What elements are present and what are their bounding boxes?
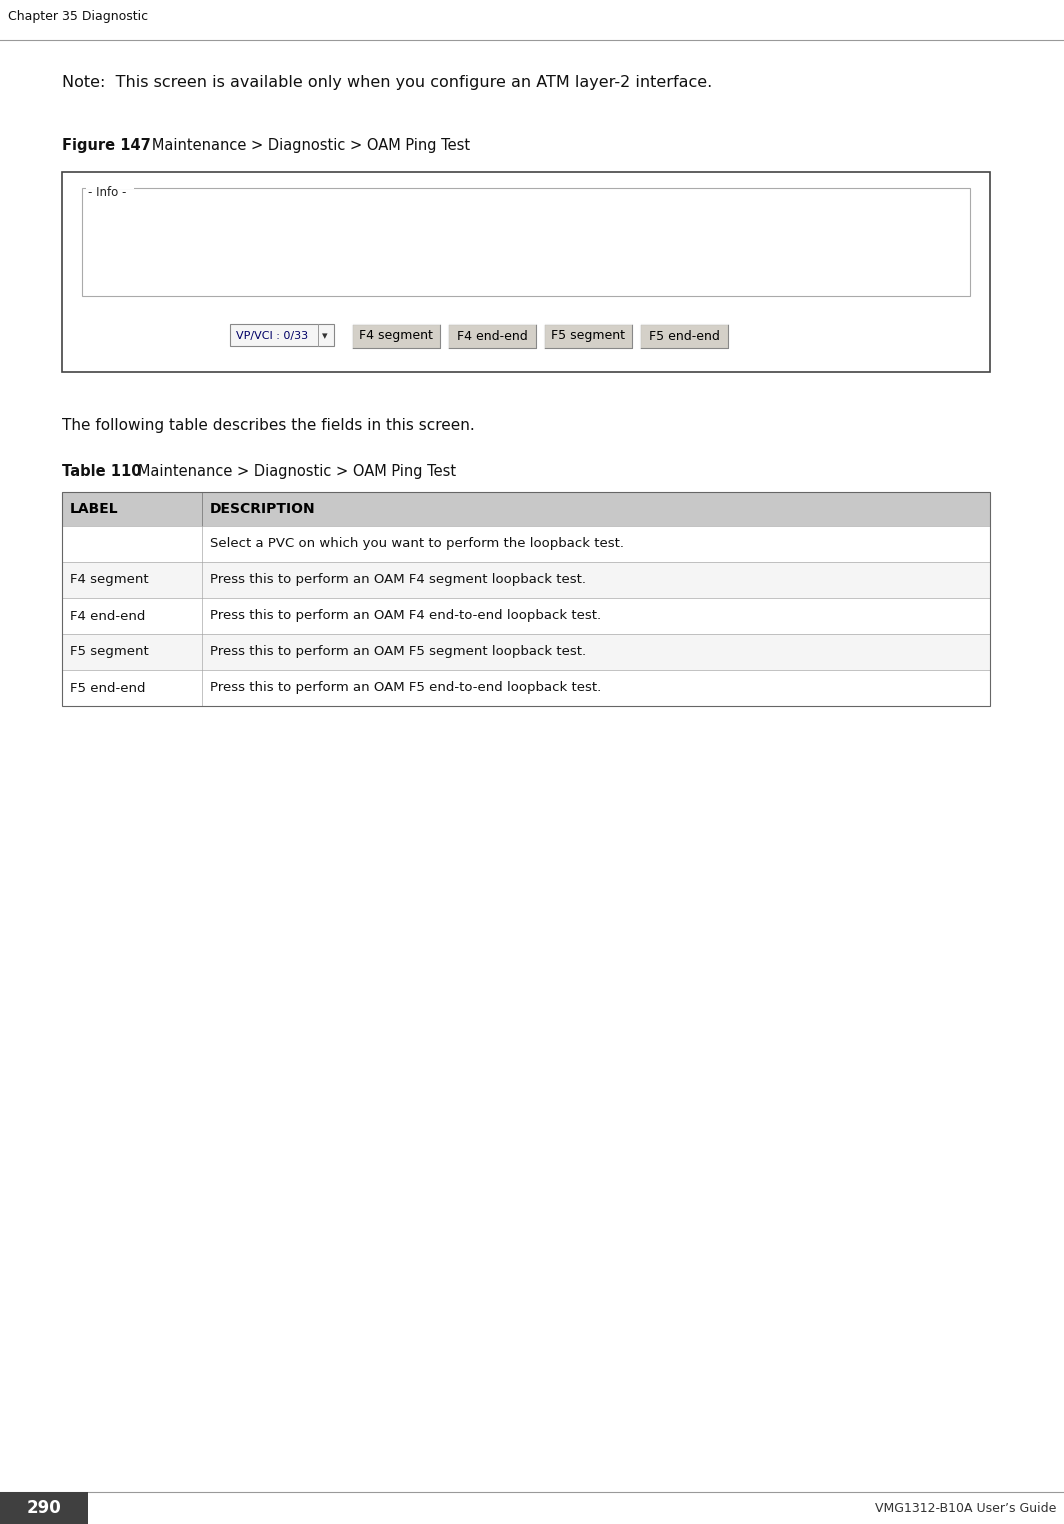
Text: Press this to perform an OAM F4 end-to-end loopback test.: Press this to perform an OAM F4 end-to-e… — [210, 610, 601, 622]
Text: Press this to perform an OAM F5 segment loopback test.: Press this to perform an OAM F5 segment … — [210, 646, 586, 658]
Text: ▾: ▾ — [322, 331, 328, 341]
Bar — [230, 325, 334, 346]
Bar — [641, 325, 729, 349]
Text: Table 110: Table 110 — [62, 463, 142, 479]
Text: 290: 290 — [27, 1500, 62, 1516]
Text: F4 end-end: F4 end-end — [456, 329, 528, 343]
Text: F5 end-end: F5 end-end — [70, 681, 146, 695]
Text: F4 segment: F4 segment — [359, 329, 433, 343]
Text: F5 end-end: F5 end-end — [649, 329, 719, 343]
Text: Figure 147: Figure 147 — [62, 139, 151, 152]
Text: Press this to perform an OAM F4 segment loopback test.: Press this to perform an OAM F4 segment … — [210, 573, 586, 587]
Bar — [62, 492, 990, 706]
Bar — [448, 325, 536, 347]
Text: VMG1312-B10A User’s Guide: VMG1312-B10A User’s Guide — [875, 1501, 1055, 1515]
Bar — [82, 187, 970, 296]
Text: VP/VCI : 0/33: VP/VCI : 0/33 — [236, 331, 309, 341]
Bar — [641, 325, 728, 347]
Bar — [353, 325, 440, 349]
Bar — [86, 175, 134, 189]
Text: F5 segment: F5 segment — [551, 329, 625, 343]
Bar — [449, 325, 537, 349]
Text: The following table describes the fields in this screen.: The following table describes the fields… — [62, 418, 475, 433]
Text: Maintenance > Diagnostic > OAM Ping Test: Maintenance > Diagnostic > OAM Ping Test — [138, 139, 470, 152]
Text: LABEL: LABEL — [70, 501, 118, 517]
Text: F5 segment: F5 segment — [70, 646, 149, 658]
Bar — [62, 597, 990, 634]
Bar — [545, 325, 633, 349]
Text: Press this to perform an OAM F5 end-to-end loopback test.: Press this to perform an OAM F5 end-to-e… — [210, 681, 601, 695]
Text: Maintenance > Diagnostic > OAM Ping Test: Maintenance > Diagnostic > OAM Ping Test — [124, 463, 456, 479]
Text: - Info -: - Info - — [88, 186, 127, 200]
Bar — [352, 325, 440, 347]
Bar — [62, 172, 990, 372]
Text: Note:  This screen is available only when you configure an ATM layer-2 interface: Note: This screen is available only when… — [62, 75, 712, 90]
Bar — [62, 562, 990, 597]
Bar — [62, 634, 990, 671]
Text: Chapter 35 Diagnostic: Chapter 35 Diagnostic — [9, 11, 148, 23]
Bar — [62, 526, 990, 562]
Bar — [62, 492, 990, 526]
Bar — [544, 325, 632, 347]
Text: F4 segment: F4 segment — [70, 573, 149, 587]
Bar — [62, 671, 990, 706]
Bar — [0, 1492, 88, 1524]
Text: F4 end-end: F4 end-end — [70, 610, 146, 622]
Text: DESCRIPTION: DESCRIPTION — [210, 501, 316, 517]
Text: Select a PVC on which you want to perform the loopback test.: Select a PVC on which you want to perfor… — [210, 538, 624, 550]
